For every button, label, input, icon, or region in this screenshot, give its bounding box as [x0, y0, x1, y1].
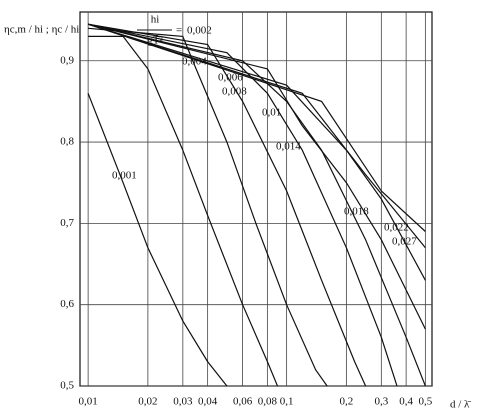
annotation-equals: =: [176, 25, 182, 37]
x-tick-label: 0,01: [79, 396, 98, 408]
curve: [87, 23, 426, 330]
series-label: 0,002: [187, 25, 212, 37]
x-tick-label: 0,06: [233, 396, 253, 408]
y-tick-label: 0,8: [60, 136, 74, 148]
series-label: 0,022: [384, 222, 409, 234]
series-label: 0,027: [392, 236, 417, 248]
y-tick-label: 0,5: [60, 380, 74, 392]
annotation-numerator: hi: [151, 14, 160, 26]
x-tick-label: 0,02: [138, 396, 157, 408]
curve: [87, 93, 228, 387]
x-tick-label: 0,3: [374, 396, 388, 408]
x-tick-label: 0,04: [198, 396, 218, 408]
curve: [87, 23, 426, 249]
curve: [88, 35, 279, 387]
series-label: 0,008: [222, 86, 247, 98]
curve: [87, 23, 426, 232]
y-axis-label: ηc,m / hi ; ηc / hi: [4, 24, 79, 36]
y-tick-label: 0,9: [60, 54, 74, 66]
x-axis-label: d / λ̄: [450, 399, 471, 411]
curve: [88, 27, 328, 387]
series-label: 0,01: [262, 107, 281, 119]
x-tick-label: 0,2: [340, 396, 354, 408]
curve: [87, 23, 398, 387]
curve: [87, 23, 367, 387]
series-label: 0,018: [344, 206, 369, 218]
x-tick-label: 0,08: [258, 396, 278, 408]
x-tick-label: 0,03: [173, 396, 193, 408]
y-tick-label: 0,6: [60, 298, 74, 310]
x-tick-label: 0,5: [418, 396, 432, 408]
series-label: 0,014: [276, 141, 301, 153]
series-label: 0,001: [112, 170, 137, 182]
x-tick-label: 0,1: [280, 396, 294, 408]
series-label: 0,006: [218, 72, 243, 84]
y-tick-label: 0,7: [60, 217, 74, 229]
x-tick-label: 0,4: [399, 396, 413, 408]
